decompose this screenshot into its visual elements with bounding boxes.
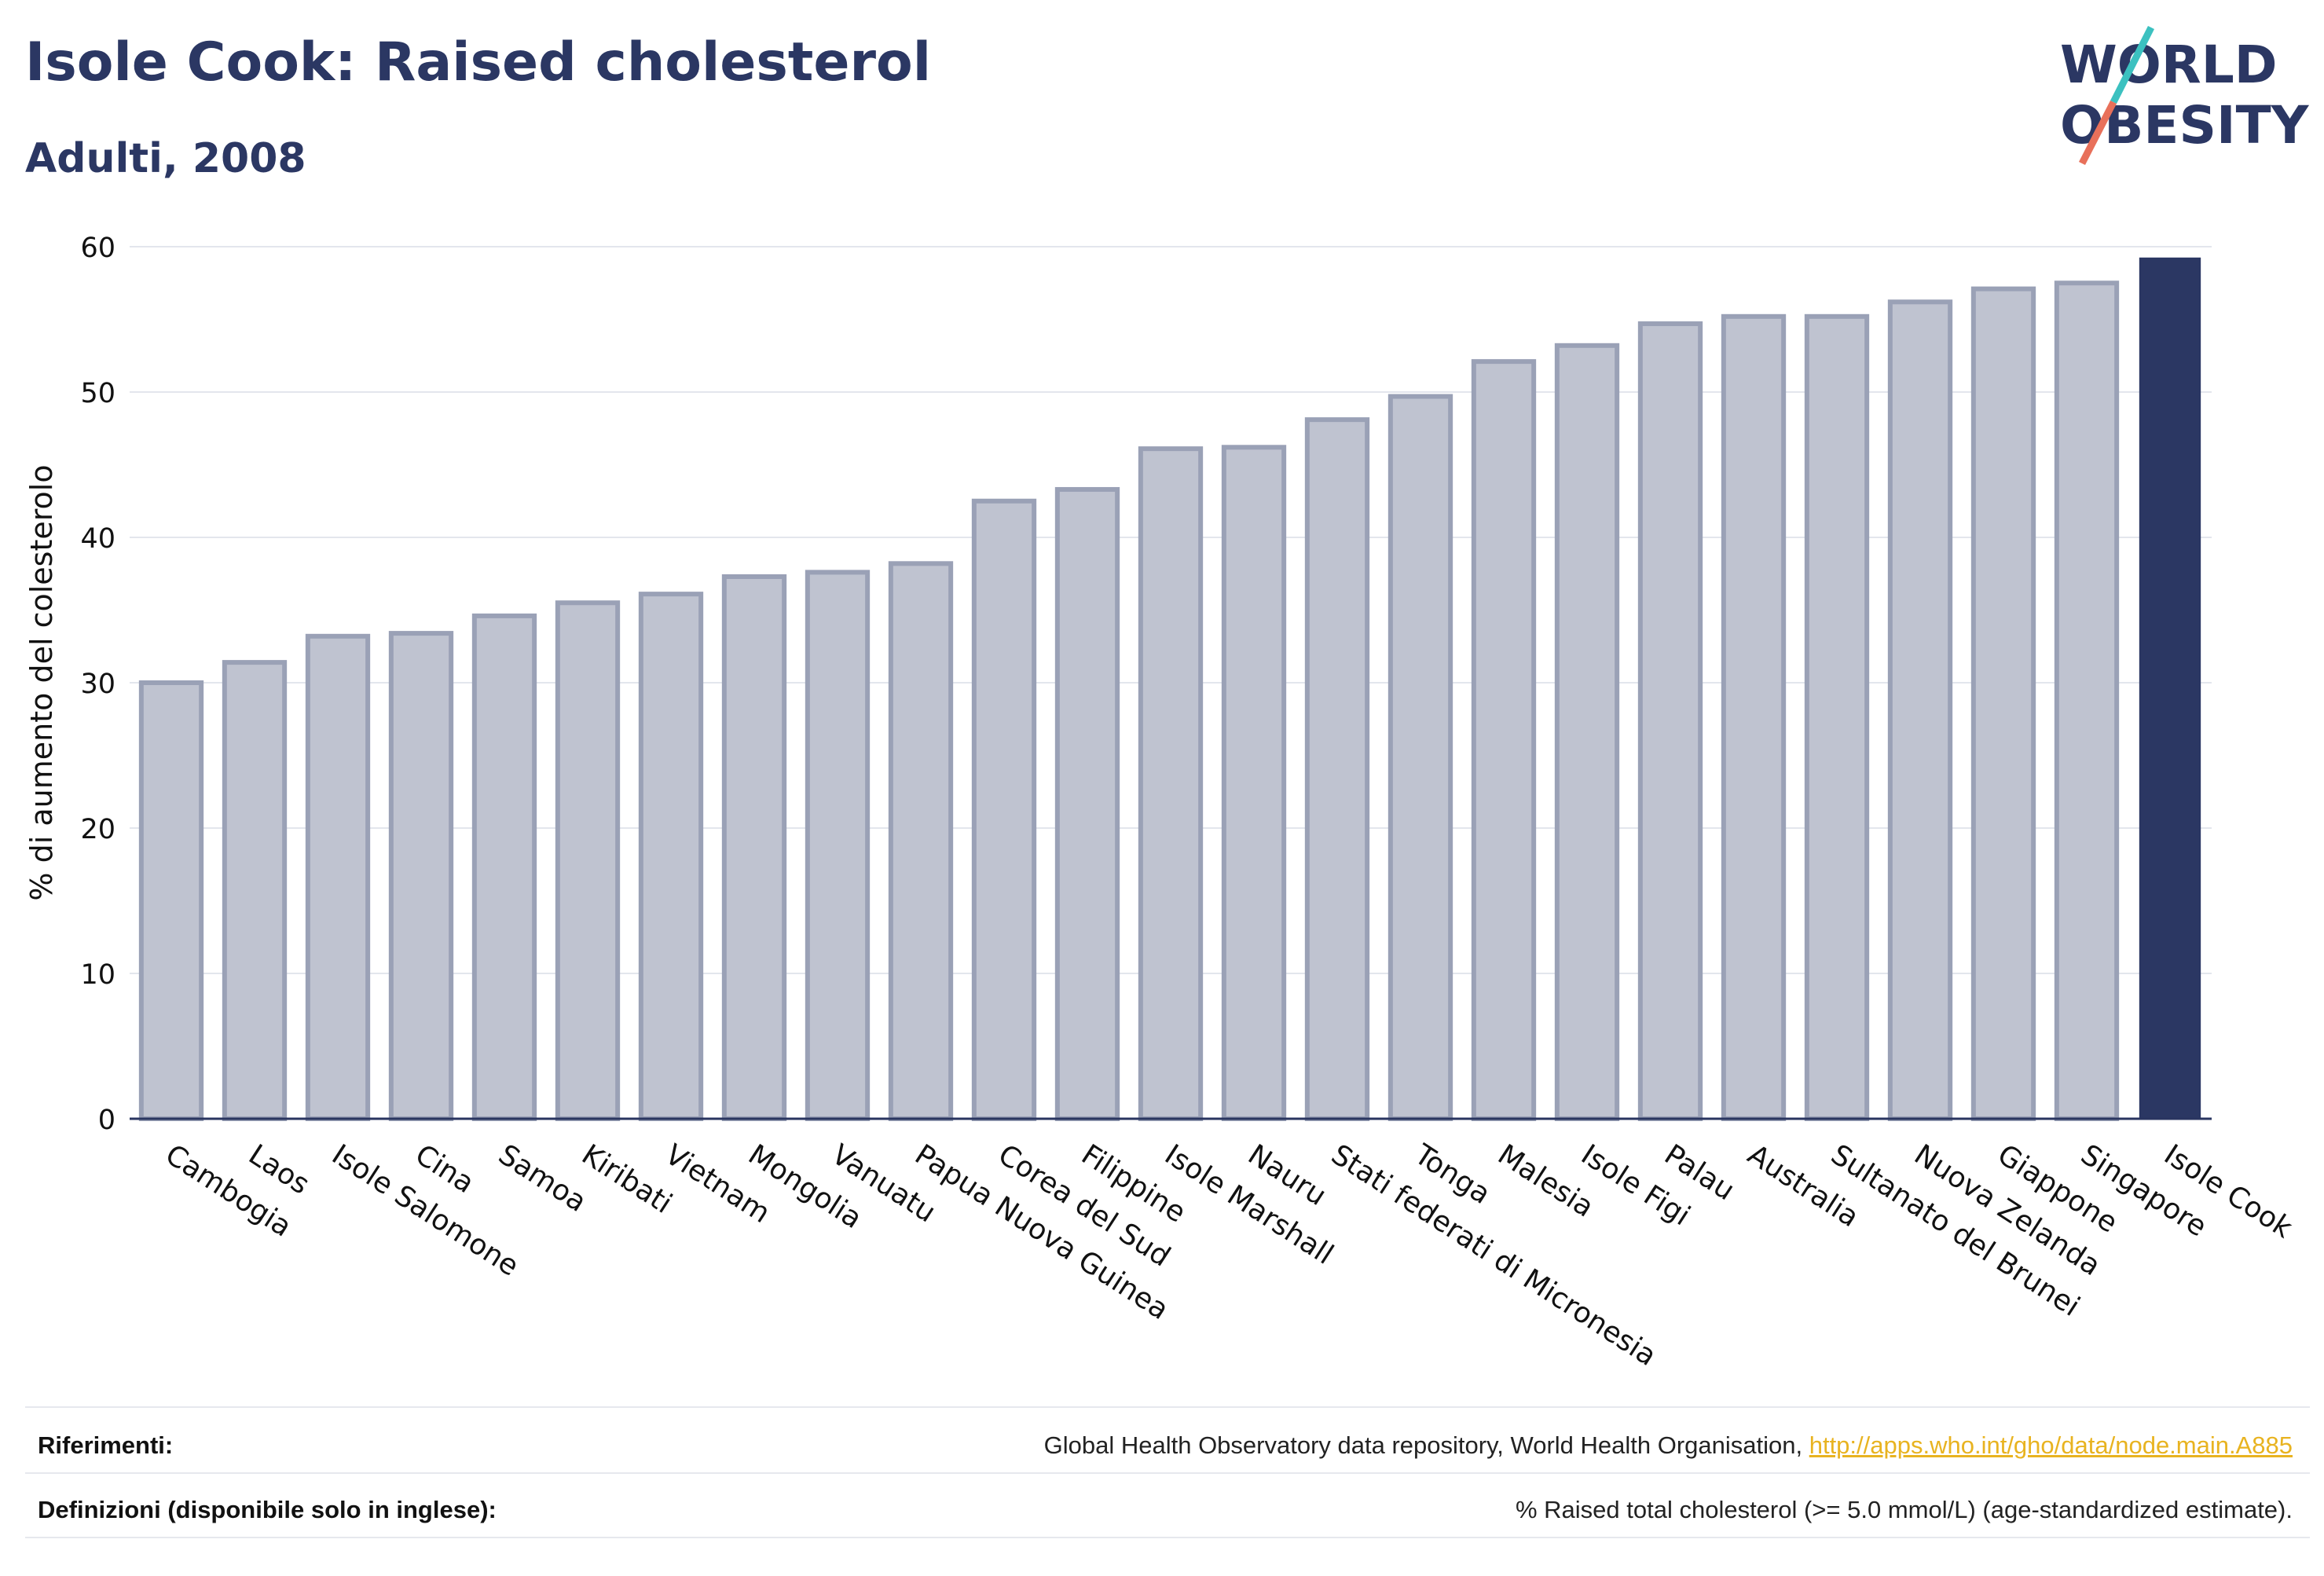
bar: [1721, 313, 1787, 1121]
y-axis-ticks: 0 10 20 30 40 50 60: [80, 233, 115, 1136]
bar: [888, 561, 954, 1121]
bar: [1138, 446, 1204, 1121]
bar: [721, 574, 787, 1121]
bar: [805, 570, 871, 1121]
bar: [1554, 343, 1620, 1121]
bar: [1387, 394, 1453, 1121]
bar: [1970, 286, 2036, 1121]
footer-divider-top: [25, 1406, 2310, 1408]
x-tick-label: Kiribati: [576, 1138, 677, 1220]
bar: [305, 633, 371, 1121]
y-tick-label: 10: [80, 959, 115, 991]
bar: [971, 498, 1037, 1121]
bar: [1637, 321, 1703, 1121]
logo-stroke-teal: [2110, 25, 2155, 104]
references-label: Riferimenti:: [38, 1431, 174, 1459]
bar: [1304, 417, 1370, 1121]
y-axis-label: % di aumento del colesterolo: [24, 464, 59, 900]
references-link[interactable]: http://apps.who.int/gho/data/node.main.A…: [1809, 1431, 2293, 1459]
bar: [1471, 359, 1537, 1121]
y-tick-label: 30: [80, 669, 115, 700]
bar: [222, 660, 288, 1121]
x-tick-label: Samoa: [493, 1138, 592, 1219]
definitions-label: Definizioni (disponibile solo in inglese…: [38, 1496, 497, 1523]
page-subtitle: Adulti, 2008: [25, 135, 306, 182]
y-tick-label: 20: [80, 814, 115, 845]
bar: [1221, 445, 1287, 1121]
bar: [1804, 313, 1870, 1121]
bar-highlight: [2139, 257, 2201, 1120]
bar: [555, 600, 621, 1121]
footer-divider-bottom: [25, 1537, 2310, 1538]
definitions-text: % Raised total cholesterol (>= 5.0 mmol/…: [1515, 1496, 2293, 1523]
bar: [638, 592, 704, 1121]
references-value: Global Health Observatory data repositor…: [1044, 1431, 2293, 1460]
bars: [138, 257, 2201, 1121]
bar: [1887, 299, 1953, 1121]
bar: [1054, 486, 1120, 1121]
y-tick-label: 40: [80, 523, 115, 555]
y-tick-label: 0: [98, 1105, 115, 1136]
bar: [2054, 280, 2120, 1121]
bar: [388, 631, 454, 1121]
page-title: Isole Cook: Raised cholesterol: [25, 31, 932, 93]
logo-stroke-coral: [2078, 100, 2117, 166]
logo-line1: WORLD: [2060, 35, 2278, 95]
y-tick-label: 50: [80, 378, 115, 409]
x-tick-label: Malesia: [1492, 1138, 1599, 1224]
bar: [471, 613, 537, 1121]
y-tick-label: 60: [80, 233, 115, 264]
bar: [138, 680, 204, 1121]
world-obesity-logo: WORLD OBESITY: [2060, 25, 2310, 166]
references-text: Global Health Observatory data repositor…: [1043, 1431, 1809, 1459]
footer-divider-middle: [25, 1472, 2310, 1474]
